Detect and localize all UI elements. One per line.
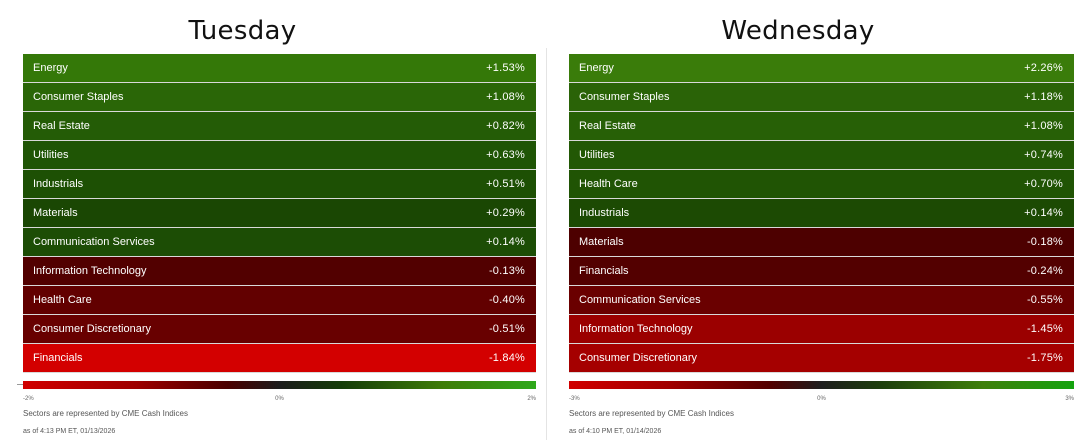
sector-row: Health Care -0.40% <box>23 286 536 315</box>
sector-name: Materials <box>579 236 624 248</box>
sector-name: Real Estate <box>33 120 90 132</box>
sector-change-value: +1.18% <box>1024 91 1063 103</box>
sector-change-value: +0.63% <box>486 149 525 161</box>
scale-mid-label: 0% <box>817 396 826 402</box>
sector-name: Consumer Staples <box>33 91 124 103</box>
sector-row: Consumer Staples +1.18% <box>569 83 1074 112</box>
sector-change-value: -0.24% <box>1026 265 1063 277</box>
sector-name: Utilities <box>33 149 69 161</box>
sector-row: Financials -1.84% <box>23 344 536 373</box>
sector-change-value: +1.53% <box>486 62 525 74</box>
tuesday-panel: Tuesday Energy +1.53% Consumer Staples +1.0… <box>17 16 536 435</box>
sector-change-value: -1.84% <box>488 352 525 364</box>
sector-name: Information Technology <box>579 323 693 335</box>
sector-change-value: +1.08% <box>486 91 525 103</box>
sector-row: Information Technology -1.45% <box>569 315 1074 344</box>
sector-name: Industrials <box>579 207 630 219</box>
sector-name: Consumer Discretionary <box>33 323 151 335</box>
tuesday-timestamp: as of 4:13 PM ET, 01/13/2026 <box>23 428 116 435</box>
sector-change-value: -0.40% <box>488 294 525 306</box>
sector-row: Energy +2.26% <box>569 54 1074 83</box>
sector-name: Communication Services <box>579 294 701 306</box>
sector-change-value: +0.82% <box>486 120 525 132</box>
sector-change-value: -0.13% <box>488 265 525 277</box>
tuesday-source-note: Sectors are represented by CME Cash Indi… <box>23 409 188 418</box>
tuesday-title: Tuesday <box>188 16 297 46</box>
sector-name: Information Technology <box>33 265 147 277</box>
sector-row: Materials +0.29% <box>23 199 536 228</box>
wednesday-title: Wednesday <box>721 16 875 46</box>
sector-name: Financials <box>33 352 83 364</box>
sector-change-value: -0.55% <box>1026 294 1063 306</box>
scale-mid-label: 0% <box>275 396 284 402</box>
sector-change-value: +0.74% <box>1024 149 1063 161</box>
sector-row: Communication Services +0.14% <box>23 228 536 257</box>
sector-change-value: -1.75% <box>1026 352 1063 364</box>
sector-name: Communication Services <box>33 236 155 248</box>
sector-change-value: +1.08% <box>1024 120 1063 132</box>
tuesday-sector-list: Energy +1.53% Consumer Staples +1.08% Real E… <box>23 53 536 373</box>
sector-name: Health Care <box>579 178 638 190</box>
sector-name: Consumer Discretionary <box>579 352 697 364</box>
sector-row: Financials -0.24% <box>569 257 1074 286</box>
sector-row: Communication Services -0.55% <box>569 286 1074 315</box>
sector-row: Materials -0.18% <box>569 228 1074 257</box>
scale-baseline <box>17 384 23 385</box>
sector-row: Utilities +0.63% <box>23 141 536 170</box>
sector-change-value: -1.45% <box>1026 323 1063 335</box>
wednesday-color-scale-bar <box>569 381 1074 389</box>
sector-name: Health Care <box>33 294 92 306</box>
sector-change-value: +0.70% <box>1024 178 1063 190</box>
sector-row: Consumer Discretionary -1.75% <box>569 344 1074 373</box>
wednesday-sector-list: Energy +2.26% Consumer Staples +1.18% Real E… <box>569 53 1074 373</box>
sector-change-value: +0.14% <box>486 236 525 248</box>
scale-min-label: -3% <box>569 396 580 402</box>
sector-name: Consumer Staples <box>579 91 670 103</box>
sector-name: Utilities <box>579 149 615 161</box>
scale-min-label: -2% <box>23 396 34 402</box>
sector-row: Consumer Staples +1.08% <box>23 83 536 112</box>
sector-name: Real Estate <box>579 120 636 132</box>
wednesday-timestamp: as of 4:10 PM ET, 01/14/2026 <box>569 428 662 435</box>
tuesday-color-scale-bar <box>23 381 536 389</box>
scale-max-label: 3% <box>1065 396 1074 402</box>
sector-name: Industrials <box>33 178 84 190</box>
sector-row: Health Care +0.70% <box>569 170 1074 199</box>
sector-change-value: +0.14% <box>1024 207 1063 219</box>
sector-row: Real Estate +1.08% <box>569 112 1074 141</box>
sector-row: Industrials +0.51% <box>23 170 536 199</box>
sector-change-value: -0.51% <box>488 323 525 335</box>
sector-row: Industrials +0.14% <box>569 199 1074 228</box>
wednesday-panel: Wednesday Energy +2.26% Consumer Staples +1… <box>548 0 1085 447</box>
sector-name: Financials <box>579 265 629 277</box>
wednesday-source-note: Sectors are represented by CME Cash Indi… <box>569 409 734 418</box>
sector-change-value: +0.29% <box>486 207 525 219</box>
sector-change-value: -0.18% <box>1026 236 1063 248</box>
sector-change-value: +0.51% <box>486 178 525 190</box>
sector-change-value: +2.26% <box>1024 62 1063 74</box>
sector-row: Energy +1.53% <box>23 54 536 83</box>
sector-name: Materials <box>33 207 78 219</box>
sector-name: Energy <box>579 62 614 74</box>
panel-divider <box>546 48 547 440</box>
scale-max-label: 2% <box>527 396 536 402</box>
sector-row: Information Technology -0.13% <box>23 257 536 286</box>
sector-row: Utilities +0.74% <box>569 141 1074 170</box>
sector-row: Real Estate +0.82% <box>23 112 536 141</box>
sector-row: Consumer Discretionary -0.51% <box>23 315 536 344</box>
sector-name: Energy <box>33 62 68 74</box>
